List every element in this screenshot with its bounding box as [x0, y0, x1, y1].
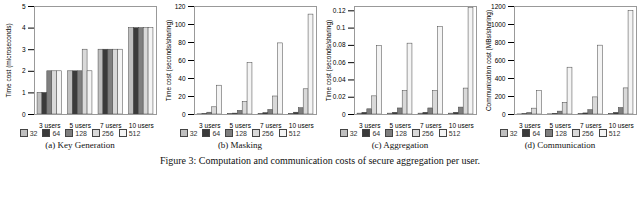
svg-text:3 users: 3 users	[199, 122, 221, 128]
html-text:128: 128	[555, 129, 567, 137]
svg-text:800: 800	[495, 39, 506, 46]
svg-text:Time cost (seconds/sharing): Time cost (seconds/sharing)	[325, 20, 333, 101]
html-text:256: 256	[422, 129, 434, 137]
svg-text:0: 0	[22, 111, 26, 118]
svg-text:0.04: 0.04	[333, 76, 346, 83]
svg-text:7 users: 7 users	[100, 122, 122, 128]
svg-text:10 users: 10 users	[129, 122, 155, 128]
html-text:64: 64	[212, 129, 221, 137]
svg-text:10 users: 10 users	[449, 122, 475, 128]
svg-text:0.1: 0.1	[336, 24, 345, 31]
html-text:256: 256	[262, 129, 274, 137]
svg-text:600: 600	[495, 57, 506, 64]
html-text:64: 64	[372, 129, 381, 137]
svg-text:2: 2	[22, 67, 26, 74]
html-text:32: 32	[349, 129, 358, 137]
svg-text:Communication cost (MBs/sharin: Communication cost (MBs/sharing)	[485, 10, 493, 111]
html-text:512: 512	[288, 129, 301, 137]
svg-text:120: 120	[175, 3, 186, 10]
svg-text:3 users: 3 users	[359, 122, 381, 128]
svg-text:20: 20	[178, 93, 186, 100]
svg-text:7 users: 7 users	[580, 122, 602, 128]
svg-text:60: 60	[178, 57, 186, 64]
html-text:64: 64	[532, 129, 541, 137]
svg-text:3: 3	[22, 46, 26, 53]
svg-text:7 users: 7 users	[260, 122, 282, 128]
svg-text:5 users: 5 users	[390, 122, 412, 128]
svg-text:Time cost (seconds/sharing): Time cost (seconds/sharing)	[165, 20, 173, 101]
svg-text:0.12: 0.12	[333, 7, 346, 14]
svg-text:5: 5	[22, 3, 26, 10]
html-text:256: 256	[582, 129, 594, 137]
html-text:512: 512	[608, 129, 621, 137]
html-text:32: 32	[509, 129, 518, 137]
svg-text:5 users: 5 users	[230, 122, 252, 128]
html-text:32: 32	[29, 129, 38, 137]
html-text:(c) Aggregation: (c) Aggregation	[371, 140, 429, 150]
html-text:128: 128	[395, 129, 407, 137]
html-text:128: 128	[235, 129, 247, 137]
html-text:(d) Communication: (d) Communication	[524, 140, 596, 150]
svg-text:400: 400	[495, 75, 506, 82]
svg-text:0: 0	[502, 111, 506, 118]
svg-text:7 users: 7 users	[420, 122, 442, 128]
html-text:128: 128	[75, 129, 87, 137]
svg-text:1: 1	[22, 89, 26, 96]
svg-text:10 users: 10 users	[609, 122, 635, 128]
html-text:512: 512	[128, 129, 141, 137]
html-text:64: 64	[52, 129, 61, 137]
svg-text:Time cost (microseconds): Time cost (microseconds)	[5, 23, 13, 97]
html-text:(b) Masking: (b) Masking	[217, 140, 263, 150]
svg-text:80: 80	[178, 39, 186, 46]
svg-text:10 users: 10 users	[289, 122, 315, 128]
svg-text:5 users: 5 users	[70, 122, 92, 128]
html-text:256: 256	[102, 129, 114, 137]
svg-text:0.08: 0.08	[333, 41, 346, 48]
svg-text:200: 200	[495, 93, 506, 100]
html-text:Figure 3: Computation and comm: Figure 3: Computation and communication …	[159, 155, 481, 166]
svg-text:0.02: 0.02	[333, 93, 346, 100]
svg-text:1000: 1000	[491, 21, 506, 28]
html-text:(a) Key Generation: (a) Key Generation	[45, 140, 115, 150]
svg-text:0: 0	[182, 111, 186, 118]
html-text:512: 512	[448, 129, 461, 137]
svg-text:3 users: 3 users	[519, 122, 541, 128]
html-text:32: 32	[189, 129, 198, 137]
svg-text:4: 4	[22, 24, 26, 31]
svg-text:1200: 1200	[491, 3, 506, 10]
svg-text:0: 0	[342, 111, 346, 118]
svg-text:5 users: 5 users	[550, 122, 572, 128]
svg-text:0.06: 0.06	[333, 59, 346, 66]
svg-text:40: 40	[178, 75, 186, 82]
svg-text:100: 100	[175, 21, 186, 28]
svg-text:3 users: 3 users	[39, 122, 61, 128]
